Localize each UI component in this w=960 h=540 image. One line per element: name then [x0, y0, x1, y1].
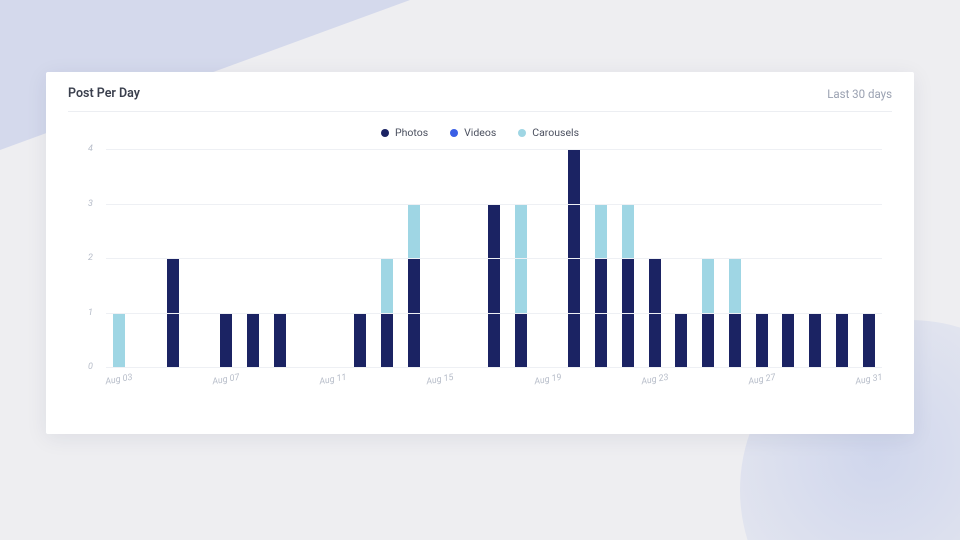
bar[interactable] — [247, 313, 259, 368]
bar[interactable] — [220, 313, 232, 368]
card-title: Post Per Day — [68, 86, 140, 101]
chart-x-axis: Aug 03 Aug 07 Aug 11 Aug 15 Aug 19 Aug 23 Aug … — [106, 369, 882, 395]
chart-plot-area: 01234 — [106, 149, 882, 367]
x-tick-label: Aug 27 — [747, 373, 776, 388]
bar-segment-carousels — [729, 258, 741, 313]
bar[interactable] — [595, 204, 607, 368]
bar-segment-photos — [220, 313, 232, 368]
bar-segment-photos — [247, 313, 259, 368]
bar-segment-photos — [809, 313, 821, 368]
bar[interactable] — [408, 204, 420, 368]
bar[interactable] — [675, 313, 687, 368]
y-tick-label: 4 — [88, 144, 93, 154]
gridline — [106, 367, 882, 368]
chart-legend: Photos Videos Carousels — [68, 126, 892, 139]
legend-item-videos[interactable]: Videos — [450, 126, 496, 139]
y-tick-label: 2 — [88, 253, 93, 263]
bar-segment-photos — [702, 313, 714, 368]
gridline — [106, 313, 882, 314]
bar-segment-carousels — [595, 204, 607, 259]
bar-segment-carousels — [113, 313, 125, 368]
bar-segment-carousels — [702, 258, 714, 313]
bar-segment-photos — [756, 313, 768, 368]
bar[interactable] — [113, 313, 125, 368]
x-tick-label: Aug 03 — [105, 373, 134, 388]
bar-segment-photos — [354, 313, 366, 368]
posts-chart: 01234 Aug 03Aug 07Aug 11Aug 15Aug 19Aug … — [84, 143, 886, 395]
legend-label-carousels: Carousels — [532, 126, 579, 139]
bar[interactable] — [515, 204, 527, 368]
y-tick-label: 1 — [88, 308, 93, 318]
x-tick-label: Aug 11 — [319, 373, 348, 388]
bar-segment-photos — [675, 313, 687, 368]
date-range-label[interactable]: Last 30 days — [827, 87, 892, 101]
bar[interactable] — [274, 313, 286, 368]
gridline — [106, 258, 882, 259]
posts-per-day-card: Post Per Day Last 30 days Photos Videos … — [46, 72, 914, 434]
bar-segment-carousels — [381, 258, 393, 313]
bar[interactable] — [488, 204, 500, 368]
x-tick-label: Aug 07 — [212, 373, 241, 388]
x-tick-label: Aug 23 — [640, 373, 669, 388]
bar[interactable] — [863, 313, 875, 368]
bar-segment-photos — [488, 204, 500, 368]
x-tick-label: Aug 15 — [426, 373, 455, 388]
legend-label-photos: Photos — [395, 126, 428, 139]
swatch-photos — [381, 129, 389, 137]
bar-segment-photos — [381, 313, 393, 368]
bar-segment-photos — [863, 313, 875, 368]
x-tick-label: Aug 19 — [533, 373, 562, 388]
legend-item-carousels[interactable]: Carousels — [518, 126, 579, 139]
card-header: Post Per Day Last 30 days — [68, 86, 892, 112]
y-tick-label: 0 — [88, 362, 93, 372]
bar-segment-photos — [782, 313, 794, 368]
bar[interactable] — [354, 313, 366, 368]
y-tick-label: 3 — [88, 199, 93, 209]
legend-label-videos: Videos — [464, 126, 496, 139]
bar[interactable] — [756, 313, 768, 368]
bar-segment-photos — [274, 313, 286, 368]
legend-item-photos[interactable]: Photos — [381, 126, 428, 139]
swatch-videos — [450, 129, 458, 137]
bar-segment-carousels — [408, 204, 420, 259]
bar-segment-photos — [836, 313, 848, 368]
bar-segment-carousels — [622, 204, 634, 259]
bar[interactable] — [809, 313, 821, 368]
bar[interactable] — [836, 313, 848, 368]
bar[interactable] — [622, 204, 634, 368]
bar[interactable] — [782, 313, 794, 368]
bar-segment-photos — [515, 313, 527, 368]
page-background: Post Per Day Last 30 days Photos Videos … — [0, 0, 960, 540]
x-tick-label: Aug 31 — [854, 373, 883, 388]
bar-segment-photos — [729, 313, 741, 368]
gridline — [106, 149, 882, 150]
swatch-carousels — [518, 129, 526, 137]
gridline — [106, 204, 882, 205]
